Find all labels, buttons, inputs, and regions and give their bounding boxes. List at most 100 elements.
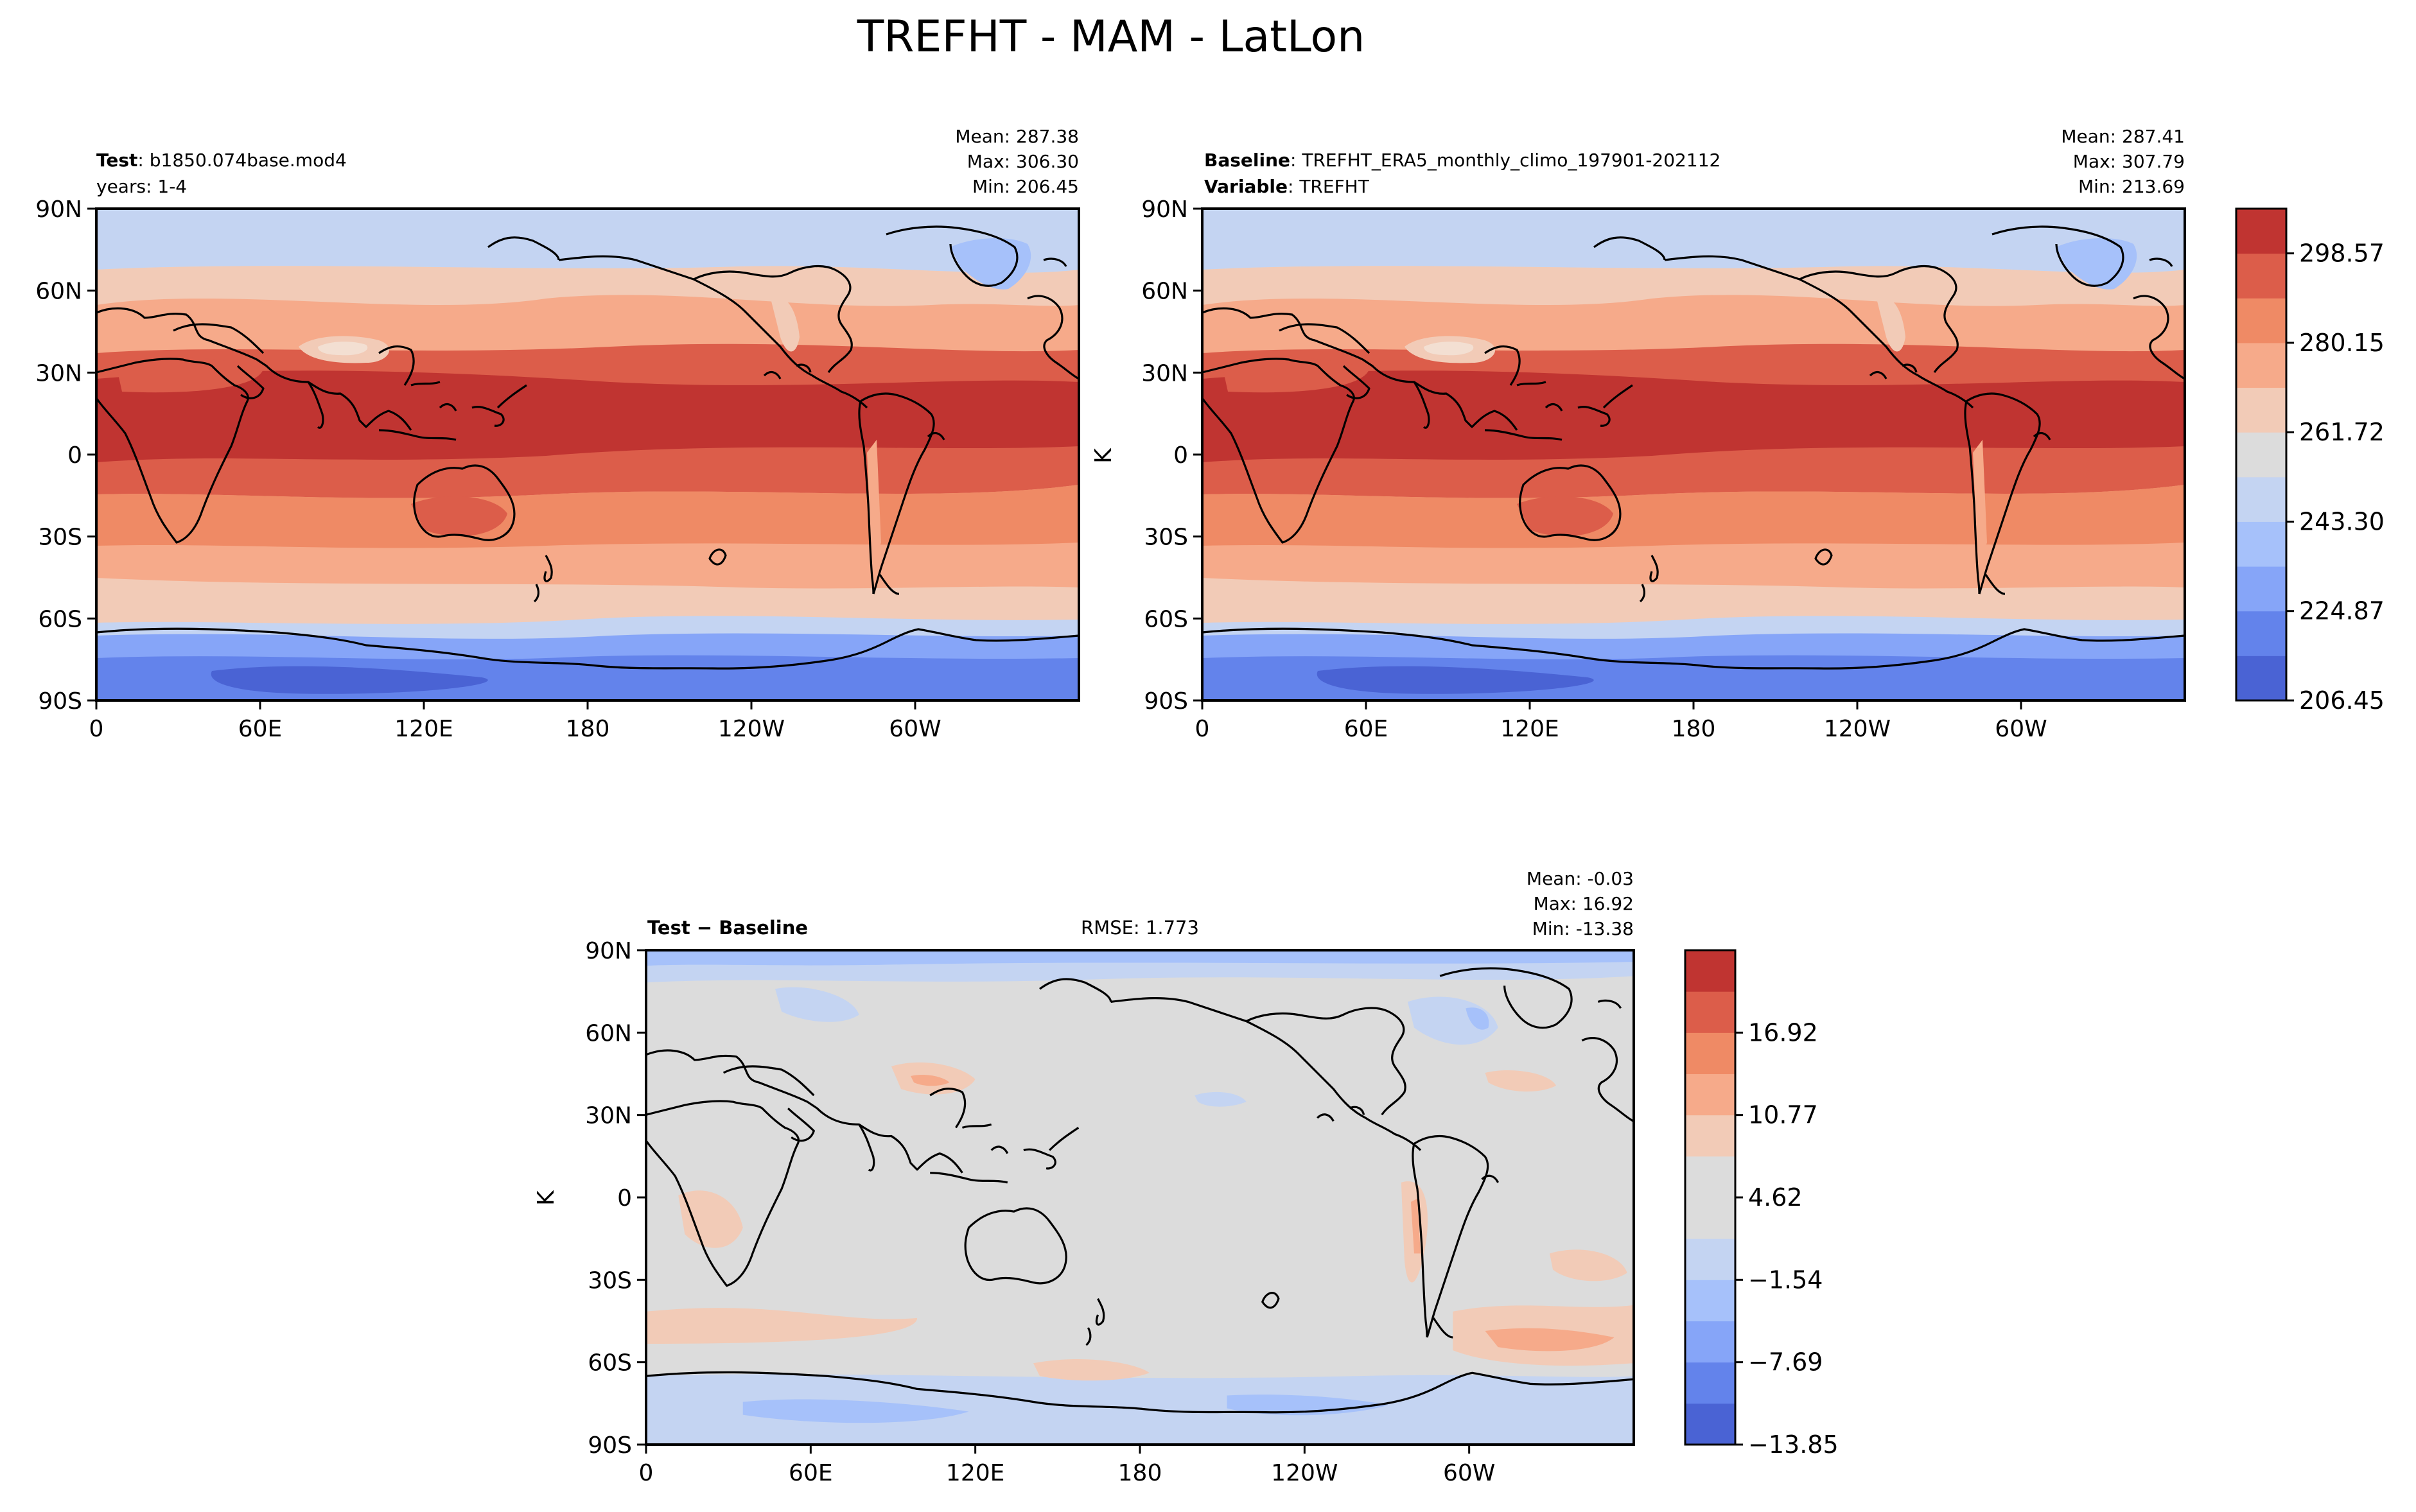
colorbar-difference-swatches [1685,950,1735,1445]
colorbar-swatch [2236,432,2286,478]
colorbar-difference-labels: −13.85 −7.69 −1.54 4.62 10.77 16.92 [1735,1018,1839,1459]
map-baseline [1202,209,2185,700]
colorbar-swatch [1685,1362,1735,1404]
x-tick-label: 0 [89,716,104,742]
y-tick-label: 90S [38,688,82,715]
test-years: years: 1-4 [96,176,187,197]
colorbar-swatch [1685,1403,1735,1445]
colorbar-tick-label: 261.72 [2299,418,2385,446]
x-tick-label: 0 [639,1460,654,1486]
x-tick-label: 120W [1271,1460,1338,1486]
x-tick-label: 120E [394,716,453,742]
x-tick-label: 60E [1344,716,1388,742]
difference-ylabel: K [533,1190,559,1206]
baseline-min: Min: 213.69 [2078,176,2185,197]
x-tick-label: 180 [566,716,610,742]
colorbar-swatch [2236,253,2286,299]
difference-ticks [637,949,1471,1454]
y-tick-label: 60N [1141,279,1188,305]
x-tick-label: 60W [889,716,941,742]
baseline-ylabel: K [1090,448,1117,464]
colorbar-tick-label: 10.77 [1748,1101,1818,1129]
colorbar-difference: −13.85 −7.69 −1.54 4.62 10.77 16.92 [1684,949,1839,1459]
baseline-ticks [1193,207,2022,709]
colorbar-swatch [2236,476,2286,522]
y-tick-label: 30S [38,525,82,551]
x-tick-label: 0 [1195,716,1210,742]
baseline-tick-labels: 0 60E 120E 180 120W 60W 90N 60N 30N 0 30S 60S 90S [1141,196,2047,742]
test-mean: Mean: 287.38 [955,126,1079,147]
colorbar-swatch [2236,387,2286,433]
y-tick-label: 0 [67,442,82,469]
panel-test: Test: b1850.074base.mod4 years: 1-4 Mean… [35,126,1080,742]
colorbar-swatch [2236,298,2286,343]
map-difference [646,950,1634,1445]
y-tick-label: 60S [588,1350,632,1377]
y-tick-label: 30S [588,1267,632,1294]
y-tick-label: 30N [35,360,82,387]
colorbar-swatch [2236,566,2286,612]
colorbar-swatch [1685,1073,1735,1116]
colorbar-tick-label: 243.30 [2299,507,2385,535]
colorbar-swatch [1685,950,1735,992]
y-tick-label: 0 [1173,442,1188,469]
colorbar-swatch [1685,1197,1735,1239]
colorbar-temperature-labels: 206.45 224.87 243.30 261.72 280.15 298.57 [2286,239,2385,715]
difference-min: Min: -13.38 [1532,918,1634,939]
colorbar-tick-label: 224.87 [2299,597,2385,625]
x-tick-label: 60W [1995,716,2047,742]
colorbar-temperature: 206.45 224.87 243.30 261.72 280.15 298.57 [2235,207,2385,715]
x-tick-label: 60W [1443,1460,1495,1486]
baseline-max: Max: 307.79 [2073,151,2185,172]
colorbar-swatch [2236,342,2286,388]
colorbar-tick-label: 280.15 [2299,329,2385,357]
y-tick-label: 90S [1144,688,1188,715]
svg-text:Variable: TREFHT: Variable: TREFHT [1204,176,1370,197]
colorbar-swatch [1685,1238,1735,1280]
y-tick-label: 30N [1141,360,1188,387]
x-tick-label: 180 [1118,1460,1162,1486]
colorbar-tick-label: −1.54 [1748,1265,1823,1294]
colorbar-swatch [2236,209,2286,254]
figure-title: TREFHT - MAM - LatLon [857,12,1365,62]
colorbar-swatch [1685,1280,1735,1321]
colorbar-swatch [1685,1115,1735,1157]
baseline-label: Baseline [1204,150,1290,171]
rmse: RMSE: 1.773 [1081,917,1199,939]
colorbar-swatch [2236,521,2286,567]
svg-text:Baseline: TREFHT_ERA5_monthly_: Baseline: TREFHT_ERA5_monthly_climo_1979… [1204,150,1720,171]
y-tick-label: 60S [1144,606,1188,632]
x-tick-label: 60E [789,1460,833,1486]
colorbar-tick-label: 298.57 [2299,239,2385,268]
colorbar-tick-label: 16.92 [1748,1018,1818,1047]
panel-difference: Test − Baseline RMSE: 1.773 Mean: -0.03 … [533,868,1635,1486]
test-max: Max: 306.30 [967,151,1079,172]
y-tick-label: 90S [588,1432,632,1459]
variable-name: TREFHT [1299,176,1369,197]
colorbar-swatch [1685,1321,1735,1363]
colorbar-swatch [1685,991,1735,1033]
test-min: Min: 206.45 [972,176,1079,197]
y-tick-label: 0 [617,1185,632,1212]
difference-mean: Mean: -0.03 [1527,868,1634,889]
colorbar-swatch [2236,656,2286,701]
x-tick-label: 180 [1672,716,1716,742]
panel-baseline: Baseline: TREFHT_ERA5_monthly_climo_1979… [1090,126,2186,742]
test-label: Test [96,150,137,171]
difference-tick-labels: 0 60E 120E 180 120W 60W 90N 60N 30N 0 30S 60S 90S [585,938,1495,1486]
y-tick-label: 30S [1144,525,1188,551]
x-tick-label: 120E [1500,716,1559,742]
x-tick-label: 120W [718,716,785,742]
colorbar-tick-label: −13.85 [1748,1430,1839,1459]
map-test [96,209,1079,700]
y-tick-label: 90N [35,196,82,223]
colorbar-swatch [1685,1032,1735,1074]
y-tick-label: 90N [585,938,632,964]
colorbar-swatch [1685,1156,1735,1198]
difference-label: Test − Baseline [647,917,808,939]
variable-label: Variable [1204,176,1288,197]
svg-text:Test: b1850.074base.mod4: Test: b1850.074base.mod4 [96,150,347,171]
x-tick-label: 120E [946,1460,1004,1486]
test-tick-labels: 0 60E 120E 180 120W 60W 90N 60N 30N 0 30S 60S 90S [35,196,941,742]
